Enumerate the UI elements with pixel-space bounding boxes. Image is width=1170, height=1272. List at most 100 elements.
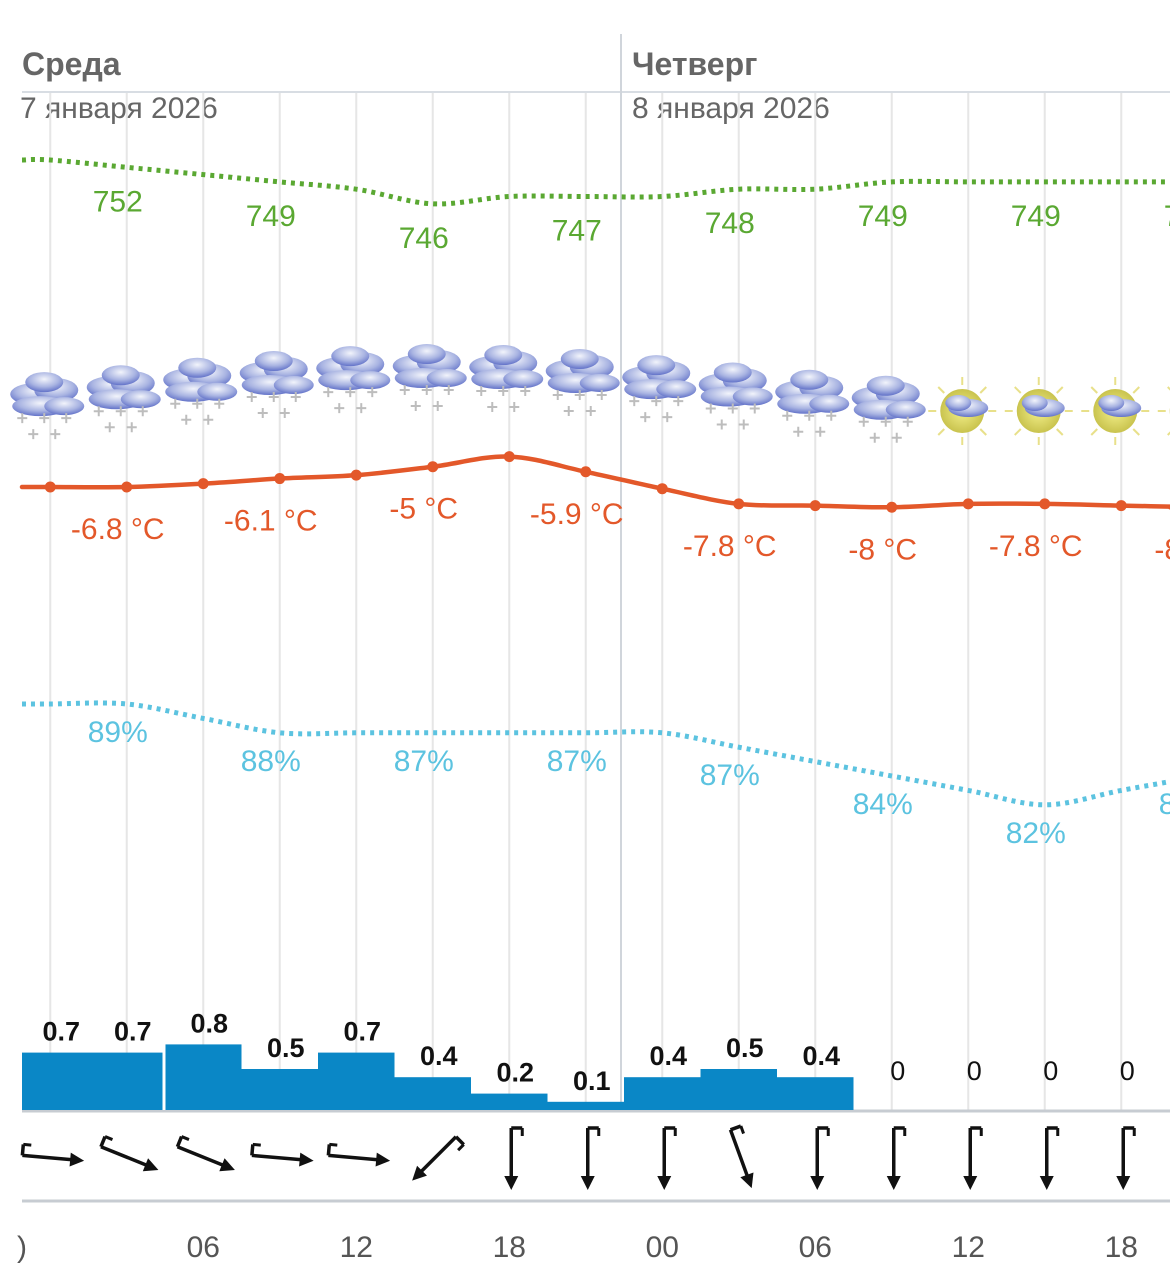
wind-arrow-icon	[810, 1126, 830, 1190]
pressure-label: 748	[705, 207, 755, 240]
x-tick-label: 18	[1105, 1231, 1138, 1264]
humidity-label: 87%	[547, 745, 607, 778]
day-name: Четверг	[632, 46, 758, 82]
snow-cloud-icon	[545, 348, 620, 417]
precip-label: 0.4	[802, 1041, 840, 1071]
precip-label: 0.8	[190, 1008, 228, 1038]
precip-bar	[88, 1052, 165, 1110]
precip-bar	[547, 1101, 624, 1110]
x-tick-label: 18	[493, 1231, 526, 1264]
precip-bar	[318, 1052, 395, 1110]
temperature-point	[274, 473, 286, 485]
humidity-label: 87%	[394, 745, 454, 778]
precip-label: 0.7	[343, 1017, 381, 1047]
precip-label: 0.5	[726, 1033, 764, 1063]
temperature-point	[197, 478, 209, 490]
pressure-series: 752 749 746 747 748 749 749 749	[21, 156, 1170, 255]
wind-arrow-icon	[580, 1126, 601, 1190]
temperature-label: -6.1 °C	[224, 505, 318, 538]
temperature-point	[1115, 500, 1127, 512]
pressure-label: 749	[858, 200, 908, 233]
precip-bar	[22, 1052, 89, 1110]
grid-lines	[22, 91, 1170, 1112]
temperature-point	[350, 469, 362, 481]
precip-bar	[241, 1069, 318, 1110]
pressure-label: 752	[93, 185, 143, 218]
x-tick-label: 06	[187, 1231, 220, 1264]
x-tick-label: 12	[340, 1231, 373, 1264]
weather-icons	[10, 344, 1170, 446]
snow-cloud-icon	[698, 362, 773, 431]
wind-arrow-icon	[99, 1135, 159, 1172]
wind-arrow-icon	[175, 1135, 235, 1172]
precip-bar	[165, 1044, 242, 1110]
precip-label: 0.7	[114, 1017, 152, 1047]
temperature-point	[503, 451, 515, 463]
snow-cloud-icon	[469, 345, 544, 414]
wind-arrow-icon	[250, 1142, 314, 1167]
precip-label: 0	[890, 1056, 905, 1086]
day-date: 8 января 2026	[632, 92, 830, 125]
snow-cloud-icon	[163, 357, 238, 426]
temperature-label: -7.8 °C	[683, 530, 777, 563]
sun-cloud-icon	[1156, 376, 1170, 446]
precip-label: 0	[1043, 1056, 1058, 1086]
humidity-label: 88%	[241, 745, 301, 778]
humidity-label: 82%	[1006, 817, 1066, 850]
temperature-point	[121, 481, 133, 493]
wind-arrow-icon	[657, 1126, 677, 1190]
wind-arrow-icon	[412, 1135, 465, 1181]
day-name: Среда	[22, 46, 121, 82]
snow-cloud-icon	[86, 365, 161, 434]
precip-bar	[624, 1077, 701, 1110]
snow-cloud-icon	[316, 346, 391, 415]
temperature-point	[733, 498, 745, 510]
snow-cloud-icon	[392, 344, 467, 413]
snow-cloud-icon	[10, 372, 85, 441]
x-tick-label: 12	[952, 1231, 985, 1264]
humidity-line	[21, 700, 1170, 808]
temperature-series: -6.8 °C -6.1 °C -5 °C -5.9 °C -7.8 °C -8 °C -7…	[19, 451, 1170, 566]
pressure-line	[21, 156, 1170, 207]
precipitation-series: 0.7 0.7 0.8 0.5 0.7 0.4 0.2 0.1 0.4 0.5 0.4 0 0 0 0	[22, 1008, 1170, 1113]
humidity-label: 84%	[1159, 788, 1170, 821]
sun-cloud-icon	[1003, 376, 1074, 446]
x-tick-label: 06	[799, 1231, 832, 1264]
day-date: 7 января 2026	[20, 92, 218, 125]
snow-cloud-icon	[239, 351, 314, 420]
x-axis: ) 06 12 18 00 06 12 18	[17, 1231, 1138, 1264]
precip-bar	[394, 1077, 471, 1110]
wind-arrow-icon	[886, 1126, 907, 1190]
x-tick-label: 00	[646, 1231, 679, 1264]
temperature-point	[580, 466, 592, 478]
pressure-label: 746	[399, 222, 449, 255]
precip-bar	[471, 1093, 548, 1110]
precip-label: 0.1	[573, 1066, 611, 1096]
precip-bar	[700, 1069, 777, 1110]
precip-label: 0.4	[420, 1041, 458, 1071]
wind-arrow-icon	[1116, 1126, 1136, 1190]
sun-cloud-icon	[927, 376, 998, 446]
pressure-label: 749	[246, 200, 296, 233]
precip-bar	[777, 1077, 854, 1110]
temperature-point	[656, 483, 668, 495]
wind-arrow-icon	[326, 1142, 391, 1167]
wind-arrow-icon	[504, 1126, 524, 1190]
temperature-point	[427, 461, 439, 473]
pressure-label: 747	[552, 215, 602, 248]
temperature-label: -5 °C	[389, 493, 458, 526]
precip-label: 0	[1120, 1056, 1135, 1086]
temperature-label: -7.8 °C	[989, 530, 1083, 563]
humidity-label: 87%	[700, 759, 760, 792]
humidity-series: 89% 88% 87% 87% 87% 84% 82% 84%	[21, 700, 1170, 850]
x-tick-label: )	[17, 1231, 27, 1264]
pressure-label: 749	[1011, 200, 1061, 233]
snow-cloud-icon	[851, 375, 926, 444]
temperature-point	[44, 481, 56, 493]
precip-label: 0	[967, 1056, 982, 1086]
wind-arrow-icon	[20, 1142, 85, 1167]
snow-cloud-icon	[622, 355, 697, 424]
temperature-point	[962, 498, 974, 510]
precip-label: 0.7	[42, 1017, 80, 1047]
